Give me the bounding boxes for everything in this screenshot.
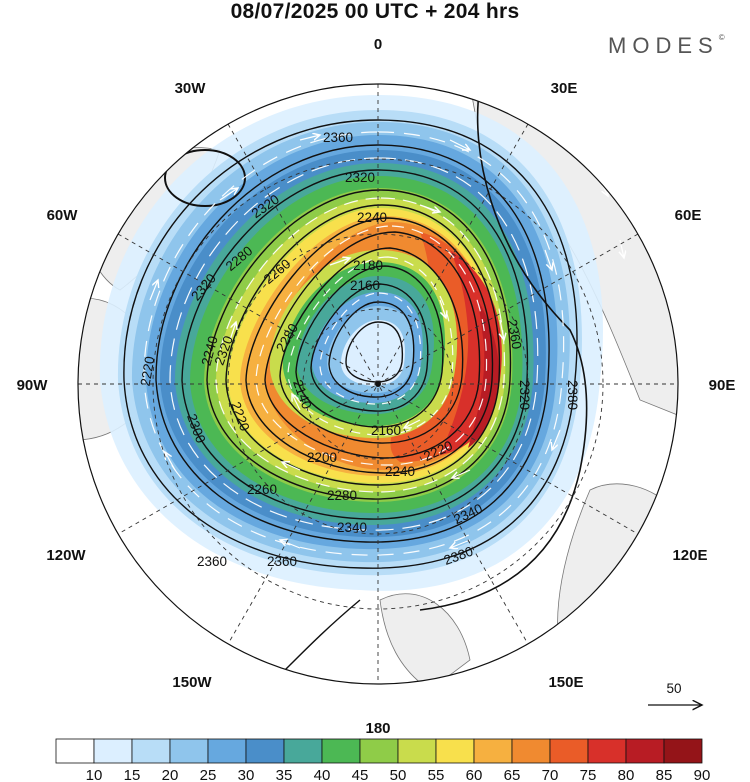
colorbar-swatch	[625, 738, 665, 764]
colorbar-tick-label: 25	[200, 767, 217, 782]
contour-label: 2360	[197, 554, 227, 569]
lon-label-90w: 90W	[17, 377, 49, 394]
contour-label: 2160	[371, 423, 401, 438]
reference-vector: 50	[648, 681, 702, 705]
lon-label-60e: 60E	[675, 207, 702, 224]
colorbar-swatch	[435, 738, 475, 764]
modes-logo: MODES©	[608, 33, 725, 58]
lon-label-90e: 90E	[709, 377, 736, 394]
colorbar-swatch	[587, 738, 627, 764]
colorbar-tick-label: 65	[504, 767, 521, 782]
colorbar-tick-label: 15	[124, 767, 141, 782]
colorbar-swatch	[93, 738, 133, 764]
colorbar-tick-label: 40	[314, 767, 331, 782]
colorbar: 10 15 20 25 30 35 40 45 50 55 60 65 70 75 80 85 90	[55, 738, 711, 782]
contour-label: 2280	[327, 488, 357, 503]
contour-label: 2340	[337, 520, 367, 535]
map-title: 08/07/2025 00 UTC + 204 hrs	[230, 0, 520, 23]
contour-label: 2180	[353, 258, 383, 273]
colorbar-tick-label: 30	[238, 767, 255, 782]
lon-label-180: 180	[365, 720, 390, 737]
colorbar-swatch	[663, 738, 703, 764]
colorbar-tick-label: 75	[580, 767, 597, 782]
contour-label: 2320	[517, 380, 532, 410]
lon-label-60w: 60W	[47, 207, 79, 224]
colorbar-tick-label: 70	[542, 767, 559, 782]
colorbar-swatch	[359, 738, 399, 764]
contour-label: 2360	[267, 554, 297, 569]
colorbar-swatch	[321, 738, 361, 764]
lon-label-120e: 120E	[672, 547, 707, 564]
colorbar-swatch	[245, 738, 285, 764]
contour-label: 2320	[345, 170, 375, 185]
colorbar-swatch	[207, 738, 247, 764]
contour-labels: 2360 2320 2320 2240 2280 2320 2180 2160 …	[138, 130, 580, 569]
lon-label-30e: 30E	[551, 80, 578, 97]
contour-label: 2360	[504, 318, 524, 350]
map-boundary	[77, 83, 679, 685]
colorbar-tick-label: 10	[86, 767, 103, 782]
contour-label: 2360	[323, 130, 353, 145]
contour-label: 2240	[357, 210, 387, 225]
colorbar-tick-label: 45	[352, 767, 369, 782]
colorbar-tick-label: 60	[466, 767, 483, 782]
lon-label-30w: 30W	[175, 80, 207, 97]
lon-label-150w: 150W	[172, 674, 212, 691]
colorbar-tick-label: 90	[694, 767, 711, 782]
colorbar-swatch	[473, 738, 513, 764]
contour-label: 2220	[138, 355, 158, 387]
colorbar-swatch	[283, 738, 323, 764]
colorbar-swatch	[131, 738, 171, 764]
wind-streamlines	[143, 131, 565, 556]
colorbar-swatch	[511, 738, 551, 764]
pole-marker	[375, 381, 381, 387]
colorbar-swatch	[169, 738, 209, 764]
longitude-labels: 0 30E 60E 90E 120E 150E 180 150W 120W 90…	[17, 36, 736, 737]
contour-label: 2200	[307, 450, 337, 465]
lon-label-120w: 120W	[46, 547, 86, 564]
contour-label: 2160	[350, 278, 380, 293]
lon-label-0: 0	[374, 36, 382, 53]
lon-label-150e: 150E	[548, 674, 583, 691]
height-contours	[123, 84, 588, 684]
colorbar-swatch	[549, 738, 589, 764]
colorbar-swatch	[397, 738, 437, 764]
contour-label: 2380	[565, 380, 580, 410]
contour-label: 2240	[385, 464, 415, 479]
colorbar-swatch	[55, 738, 95, 764]
colorbar-tick-label: 35	[276, 767, 293, 782]
colorbar-tick-label: 85	[656, 767, 673, 782]
colorbar-tick-label: 55	[428, 767, 445, 782]
colorbar-tick-label: 50	[390, 767, 407, 782]
contour-label: 2260	[247, 482, 277, 497]
colorbar-tick-label: 20	[162, 767, 179, 782]
colorbar-tick-label: 80	[618, 767, 635, 782]
reference-vector-label: 50	[666, 681, 681, 696]
